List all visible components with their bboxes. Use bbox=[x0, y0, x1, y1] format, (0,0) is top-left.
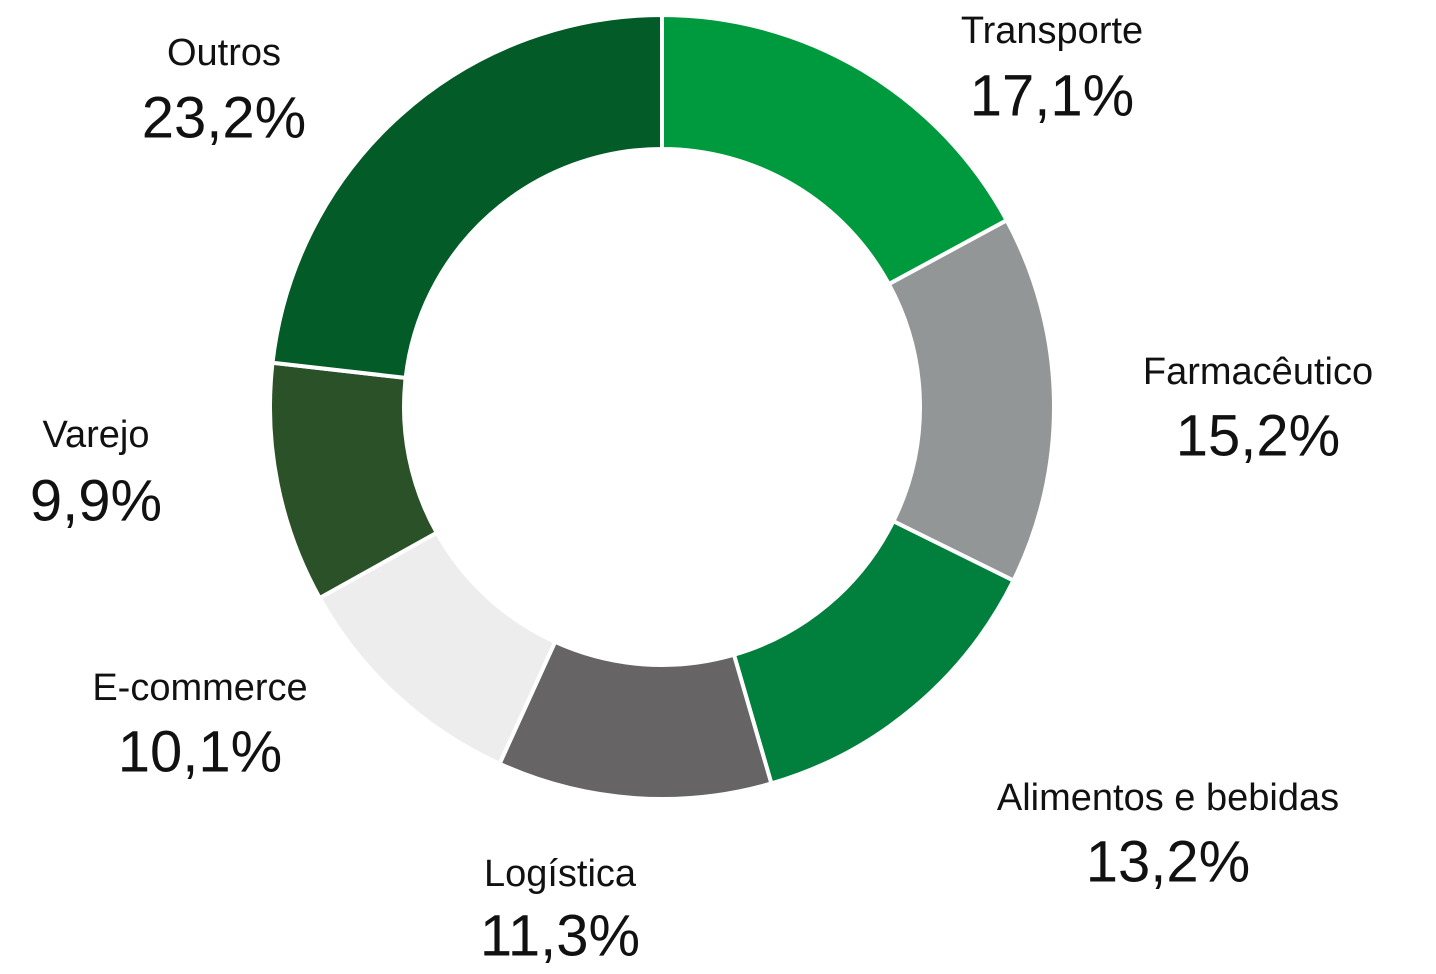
segment-value: 17,1% bbox=[970, 63, 1134, 128]
segment-value: 10,1% bbox=[118, 719, 282, 784]
donut-segment bbox=[731, 518, 1017, 786]
donut-segment bbox=[270, 12, 664, 381]
segment-value: 23,2% bbox=[142, 85, 306, 150]
segment-label: Outros bbox=[167, 32, 281, 74]
donut-segment bbox=[886, 217, 1056, 584]
segment-value: 15,2% bbox=[1176, 403, 1340, 468]
donut-segment bbox=[660, 12, 1010, 287]
segment-value: 9,9% bbox=[30, 468, 162, 533]
segment-label: Transporte bbox=[961, 10, 1143, 52]
segment-label: Farmacêutico bbox=[1143, 351, 1373, 393]
segment-label: E-commerce bbox=[92, 667, 307, 709]
segment-label: Alimentos e bebidas bbox=[997, 777, 1339, 819]
segment-label: Logística bbox=[484, 853, 637, 895]
segment-label: Varejo bbox=[42, 414, 149, 456]
segment-value: 11,3% bbox=[480, 903, 640, 968]
segment-value: 13,2% bbox=[1086, 829, 1250, 894]
